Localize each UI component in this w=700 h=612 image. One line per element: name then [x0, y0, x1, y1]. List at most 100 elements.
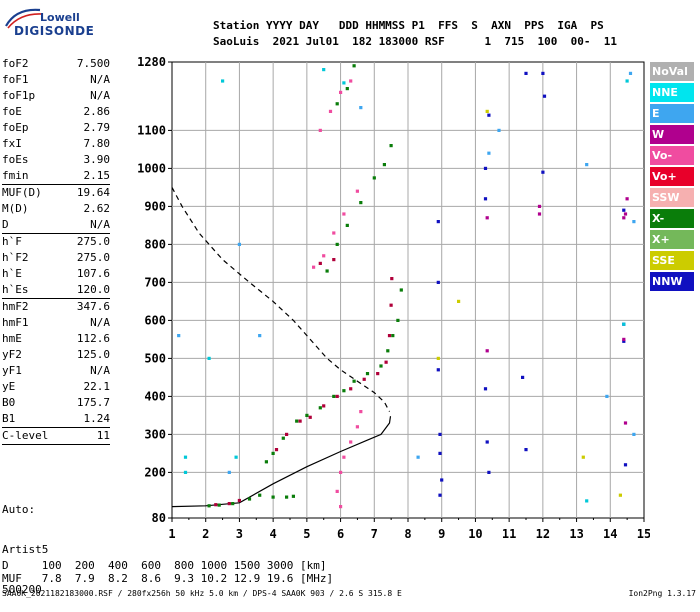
param-value: 175.7 — [76, 396, 110, 409]
echo-point — [183, 455, 188, 459]
y-tick-label: 1000 — [137, 161, 166, 175]
param-row: h`F2 275.0 — [2, 250, 110, 266]
param-label: h`F — [2, 235, 22, 248]
echo-point — [308, 415, 312, 419]
echo-point — [227, 470, 231, 474]
param-row: foE 2.86 — [2, 104, 110, 120]
param-label: fmin — [2, 169, 29, 182]
x-tick-label: 5 — [303, 527, 310, 541]
echo-point — [359, 106, 363, 110]
echo-point — [355, 425, 359, 429]
param-row: C-level 11 — [2, 428, 110, 444]
echo-point — [485, 216, 489, 220]
legend-item: X+ — [650, 230, 694, 249]
param-separator — [2, 427, 110, 428]
echo-point — [625, 79, 629, 83]
param-value: 7.80 — [83, 137, 111, 150]
echo-point — [537, 212, 542, 216]
param-value: 112.6 — [76, 332, 110, 345]
param-row: yF1 N/A — [2, 363, 110, 379]
echo-point — [622, 337, 626, 341]
param-label: hmF1 — [2, 316, 29, 329]
echo-point — [542, 94, 547, 98]
echo-point — [487, 151, 491, 155]
true-height-profile-curve — [171, 416, 392, 508]
legend-item: NoVal — [650, 62, 694, 81]
echo-point — [237, 242, 241, 246]
param-label: C-level — [2, 429, 49, 442]
param-row: h`F 275.0 — [2, 234, 110, 250]
legend-item: Vo+ — [650, 167, 694, 186]
x-tick-label: 1 — [168, 527, 175, 541]
echo-point — [274, 448, 279, 452]
y-tick-label: 600 — [144, 313, 166, 327]
param-label: foF1 — [2, 73, 29, 86]
echo-point — [622, 208, 626, 212]
echo-point — [325, 269, 329, 273]
echo-point — [349, 79, 353, 83]
param-value: 2.62 — [83, 202, 111, 215]
legend-item: X- — [650, 209, 694, 228]
echo-point — [342, 389, 346, 393]
echo-point — [322, 68, 326, 72]
echo-point — [436, 220, 440, 224]
echo-point — [438, 451, 442, 455]
param-value: 7.500 — [76, 57, 110, 70]
echo-point — [335, 242, 339, 246]
param-value: N/A — [90, 218, 110, 231]
echo-point — [399, 288, 403, 292]
echo-point — [217, 503, 221, 507]
echo-point — [389, 303, 393, 307]
echo-point — [382, 163, 386, 167]
echo-point — [440, 478, 444, 482]
echo-point — [438, 493, 442, 497]
legend-item: NNW — [650, 272, 694, 291]
param-label: hmE — [2, 332, 22, 345]
echo-point — [521, 375, 525, 379]
param-row: hmF1 N/A — [2, 315, 110, 331]
echo-point — [605, 394, 609, 398]
param-label: h`Es — [2, 283, 29, 296]
param-value: 11 — [96, 429, 110, 442]
x-tick-label: 2 — [202, 527, 209, 541]
legend-item: NNE — [650, 83, 694, 102]
x-tick-label: 8 — [404, 527, 411, 541]
x-tick-label: 15 — [637, 527, 650, 541]
echo-point — [365, 372, 370, 376]
echo-point — [581, 455, 585, 459]
param-value: 107.6 — [76, 267, 110, 280]
echo-point — [271, 495, 275, 499]
echo-point — [237, 498, 241, 503]
auto-label: Auto: — [2, 503, 36, 516]
echo-point — [298, 419, 302, 423]
echo-point — [541, 170, 545, 174]
param-row: foEp 2.79 — [2, 120, 110, 136]
y-tick-label: 1280 — [137, 55, 166, 69]
echo-point — [247, 497, 252, 501]
echo-point — [355, 189, 359, 193]
echo-point — [349, 440, 353, 444]
y-tick-label: 80 — [152, 511, 166, 525]
param-label: foF2 — [2, 57, 29, 70]
param-label: yF2 — [2, 348, 22, 361]
echo-point — [295, 419, 299, 423]
param-row: foEs 3.90 — [2, 152, 110, 168]
autoscaling-info: Auto: Artist5 500200 — [2, 480, 48, 612]
auto-version: 500200 — [2, 583, 42, 596]
param-value: N/A — [90, 89, 110, 102]
y-tick-label: 400 — [144, 389, 166, 403]
echo-point — [622, 322, 626, 326]
echo-point — [628, 71, 633, 75]
param-row: yE 22.1 — [2, 379, 110, 395]
param-row: h`E 107.6 — [2, 266, 110, 282]
x-tick-label: 13 — [569, 527, 583, 541]
echo-point — [359, 410, 363, 414]
echo-point — [322, 254, 326, 258]
param-value: 275.0 — [76, 251, 110, 264]
echo-point — [214, 503, 218, 507]
ionogram-plot: 1 2 3 4 5 6 7 8 9 10 11 12 13 14 158020030040050060070… — [137, 55, 650, 541]
electron-density-dashed-curve — [171, 187, 391, 412]
echo-point — [231, 502, 235, 506]
param-row: M(D) 2.62 — [2, 201, 110, 217]
echo-point — [396, 318, 400, 322]
